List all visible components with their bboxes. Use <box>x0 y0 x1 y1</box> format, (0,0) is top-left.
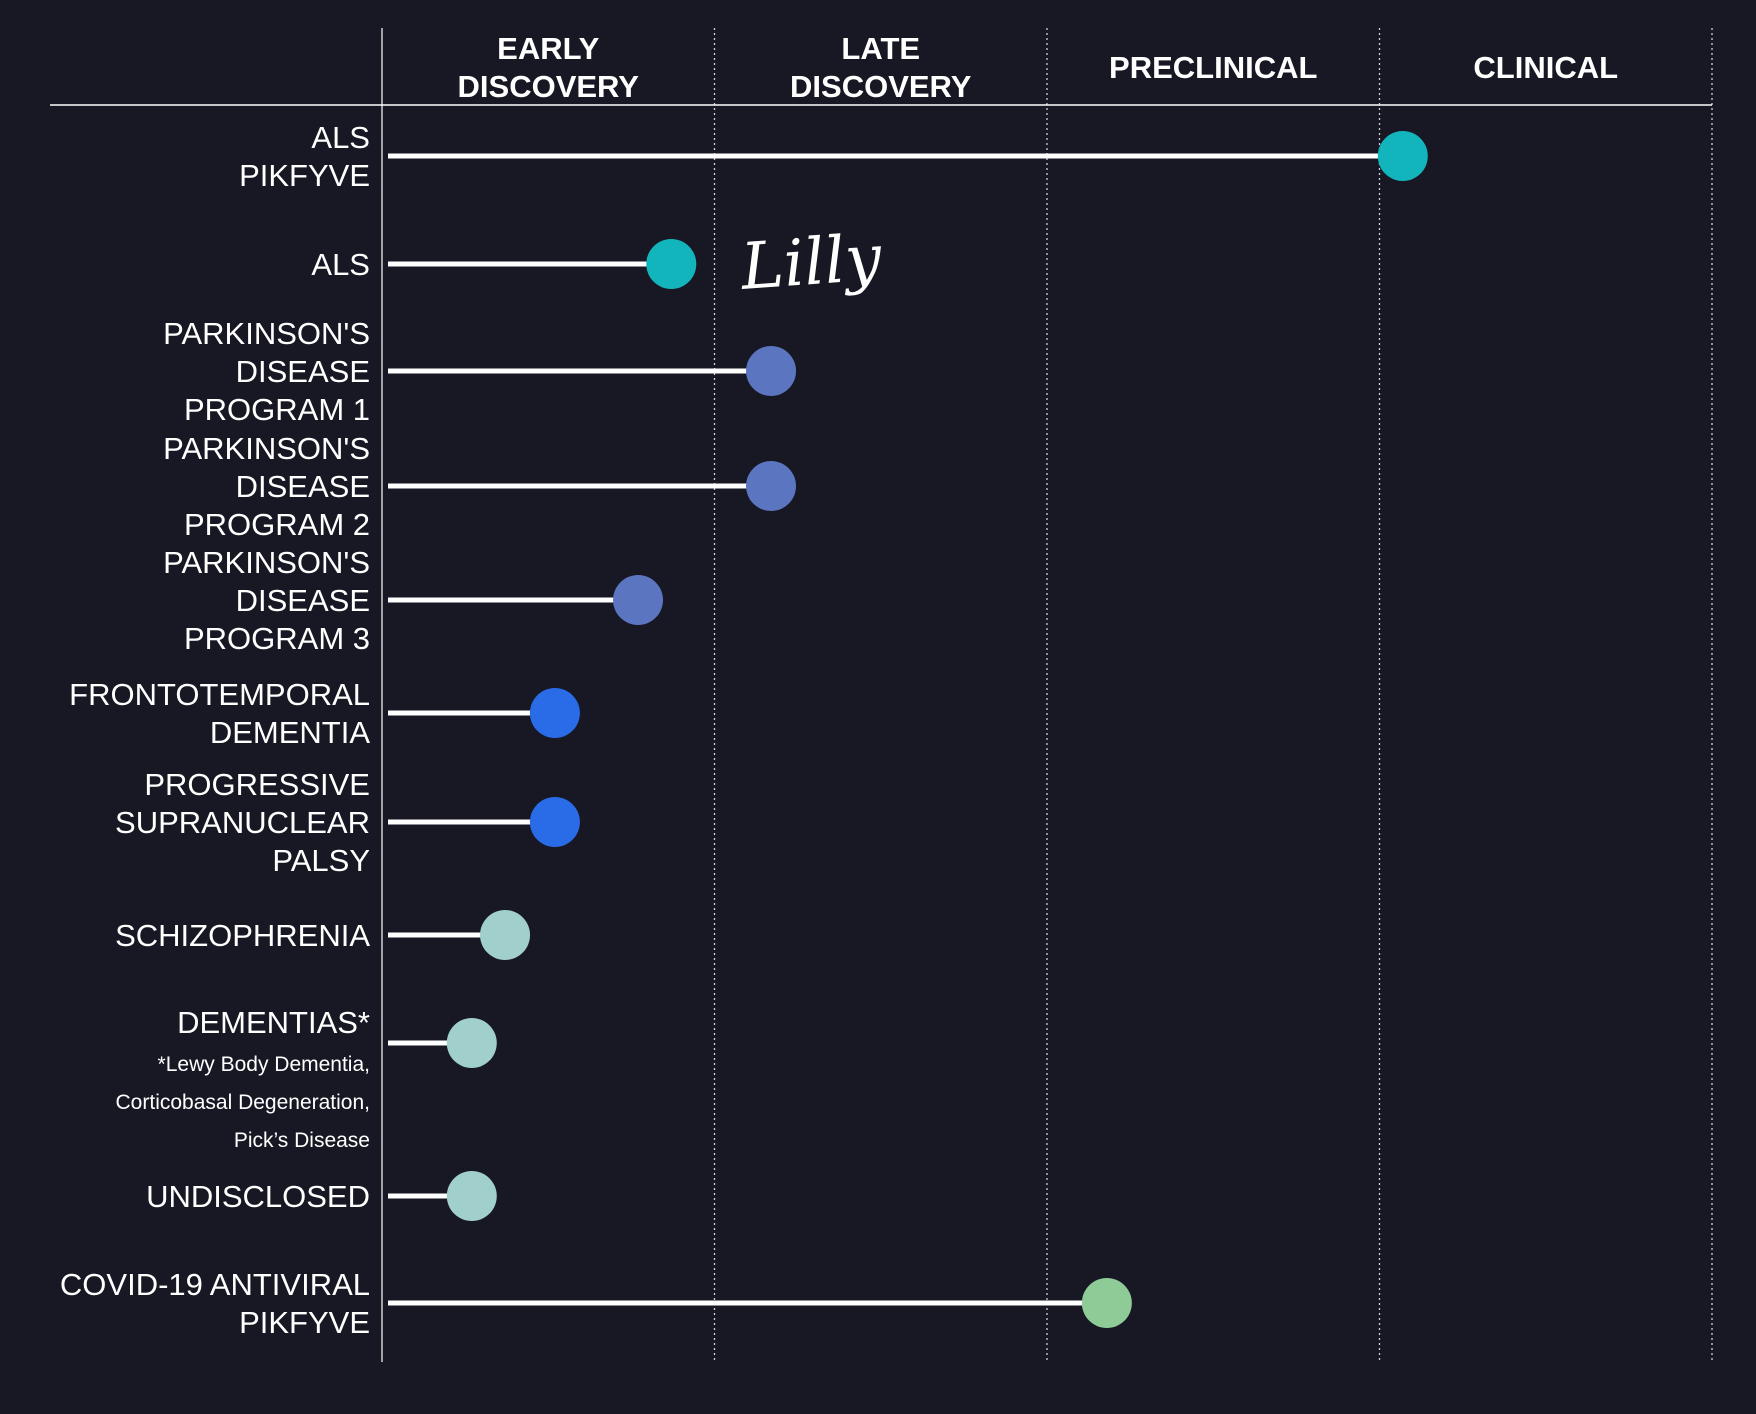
program-row: ALS Lilly <box>311 221 884 305</box>
program-label: ALS <box>311 120 370 155</box>
program-label: SCHIZOPHRENIA <box>115 918 370 953</box>
program-progress-dot <box>1377 131 1428 181</box>
program-label: PROGRAM 3 <box>184 621 370 656</box>
program-label: ALS <box>311 247 370 282</box>
program-label: SUPRANUCLEAR <box>115 805 370 840</box>
program-progress-dot <box>746 346 797 396</box>
program-label: PIKFYVE <box>239 158 370 193</box>
program-progress-dot <box>446 1171 497 1221</box>
program-progress-dot <box>1081 1278 1132 1328</box>
program-label: PARKINSON'S <box>163 431 370 466</box>
program-row: DEMENTIAS* *Lewy Body Dementia, Corticobas… <box>116 1005 497 1152</box>
program-label: PIKFYVE <box>239 1305 370 1340</box>
program-label: FRONTOTEMPORAL <box>69 677 370 712</box>
program-progress-dot <box>446 1018 497 1068</box>
program-label: PROGRAM 2 <box>184 507 370 542</box>
stage-header-label: EARLY <box>497 31 600 66</box>
stage-header-label: LATE <box>841 31 920 66</box>
program-label: PALSY <box>272 843 370 878</box>
program-progress-dot <box>613 575 664 625</box>
program-footnote: *Lewy Body Dementia, <box>158 1053 370 1076</box>
program-progress-dot <box>646 239 697 289</box>
program-label: DISEASE <box>236 583 370 618</box>
stage-header-label: PRECLINICAL <box>1109 50 1317 85</box>
program-progress-dot <box>529 797 580 847</box>
stage-header-label: CLINICAL <box>1473 50 1618 85</box>
program-footnote: Corticobasal Degeneration, <box>116 1091 370 1114</box>
program-label: PROGRAM 1 <box>184 392 370 427</box>
program-progress-dot <box>480 910 531 960</box>
program-footnote: Pick’s Disease <box>234 1129 370 1152</box>
program-label: DEMENTIA <box>210 715 371 750</box>
program-label: DISEASE <box>236 354 370 389</box>
program-label: COVID-19 ANTIVIRAL <box>60 1267 370 1302</box>
program-progress-dot <box>529 688 580 738</box>
program-label: PROGRESSIVE <box>144 767 370 802</box>
stage-header-label: DISCOVERY <box>790 69 972 104</box>
program-label: PARKINSON'S <box>163 316 370 351</box>
program-label: UNDISCLOSED <box>146 1179 370 1214</box>
stage-gridlines <box>713 28 1713 1362</box>
program-row: UNDISCLOSED <box>146 1171 497 1221</box>
program-label: DEMENTIAS* <box>177 1005 370 1040</box>
program-label: DISEASE <box>236 469 370 504</box>
stage-header-label: DISCOVERY <box>458 69 640 104</box>
partner-logo: Lilly <box>738 221 885 305</box>
program-label: PARKINSON'S <box>163 545 370 580</box>
program-progress-dot <box>746 461 797 511</box>
program-row: SCHIZOPHRENIA <box>115 910 531 960</box>
